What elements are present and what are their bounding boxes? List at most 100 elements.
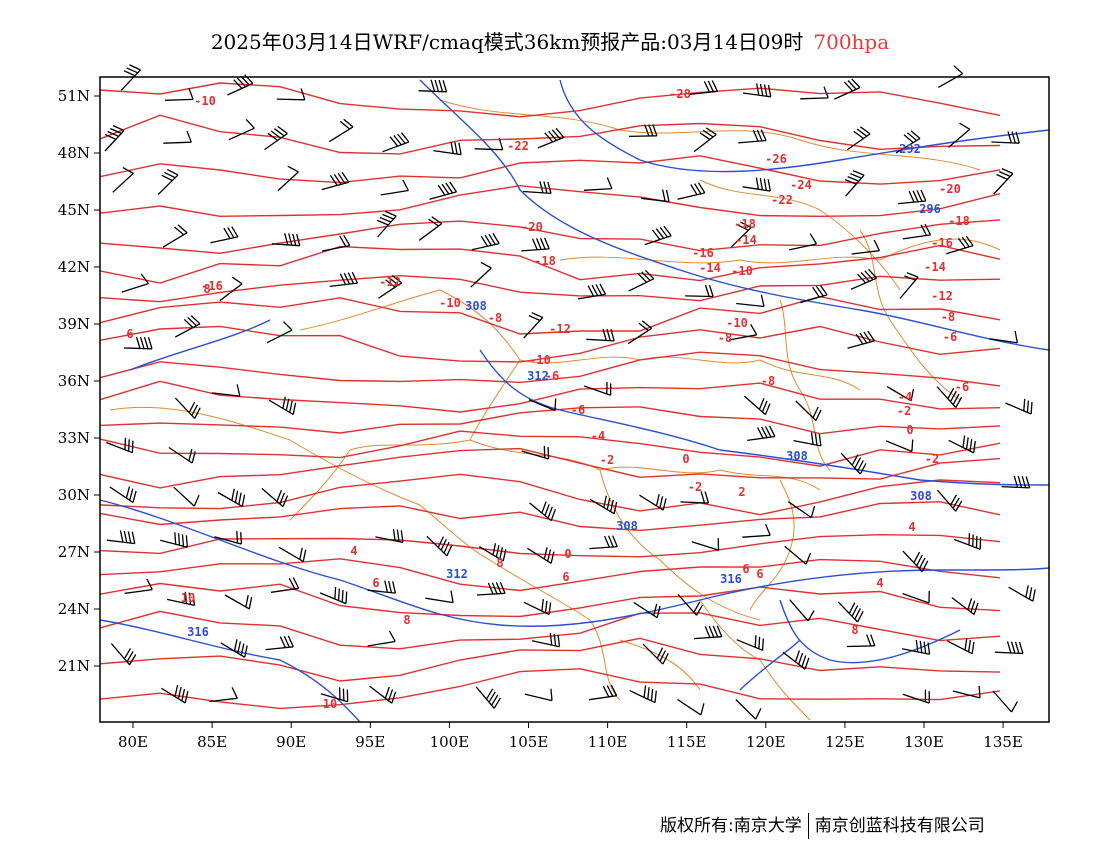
temperature-label: 0	[906, 423, 913, 437]
wind-barb	[628, 124, 658, 138]
boundary-line	[559, 238, 1001, 264]
wind-barb	[951, 597, 979, 616]
temperature-label: -8	[488, 311, 502, 325]
wind-barb	[524, 688, 553, 702]
wind-barb	[946, 235, 974, 255]
wind-barb	[895, 130, 921, 154]
temperature-label: 8	[496, 556, 503, 570]
temperature-label: 4	[876, 576, 883, 590]
wind-barb	[993, 168, 1014, 195]
wind-barb	[433, 141, 462, 156]
wind-barb	[123, 336, 153, 350]
wind-barb	[276, 88, 306, 101]
height-contour	[99, 619, 361, 723]
wind-barb	[471, 233, 500, 251]
wind-barb	[742, 523, 771, 538]
wind-barb	[642, 643, 669, 665]
wind-barb	[837, 601, 864, 623]
copyright-text: 版权所有:南京大学	[660, 816, 802, 836]
temperature-label: -22	[771, 193, 793, 207]
wind-barb	[991, 131, 1020, 144]
wind-barb	[788, 233, 818, 251]
lon-tick-label: 80E	[118, 733, 148, 751]
wind-barb	[847, 330, 876, 349]
lon-tick-label: 90E	[276, 733, 306, 751]
temperature-label: 6	[756, 567, 763, 581]
temperature-contour	[99, 295, 1001, 335]
temperature-label: -18	[948, 214, 970, 228]
wind-barb	[320, 687, 349, 703]
lat-tick-label: 51N	[58, 87, 90, 105]
wind-barb	[736, 635, 764, 651]
height-label: 308	[616, 519, 638, 533]
lat-tick-label: 30N	[58, 486, 90, 504]
wind-barb	[736, 294, 765, 308]
lon-tick-label: 85E	[197, 733, 227, 751]
wind-barb	[328, 118, 354, 143]
wind-barb	[264, 125, 288, 151]
wind-barb	[378, 274, 403, 299]
wind-barb	[531, 633, 561, 648]
wind-barb	[112, 167, 134, 193]
title-level: 700hpa	[813, 30, 890, 54]
wind-barb	[747, 425, 776, 442]
wind-barb	[902, 223, 932, 240]
temperature-label: -18	[734, 217, 756, 231]
temperature-contour	[99, 380, 1001, 413]
temperature-label: 6	[126, 327, 133, 341]
wind-barb	[902, 590, 930, 604]
temperature-contour-layer	[99, 82, 1001, 710]
wind-barb	[476, 581, 506, 596]
temperature-contour	[99, 82, 1001, 118]
temperature-contour	[99, 219, 1001, 255]
wind-barb	[278, 546, 307, 563]
lat-tick-label: 42N	[58, 258, 90, 276]
lat-tick-label: 48N	[58, 144, 90, 162]
wind-barb	[628, 269, 655, 292]
wind-barb	[793, 432, 822, 447]
wind-barb	[163, 130, 192, 144]
wind-barb	[992, 690, 1018, 713]
temperature-label: 0	[564, 547, 571, 561]
wind-barb	[800, 284, 828, 304]
wind-barb	[677, 698, 705, 716]
wind-barb	[367, 630, 396, 647]
height-label: 292	[899, 142, 921, 156]
wind-barb	[728, 323, 758, 341]
wind-barb	[367, 580, 397, 594]
temperature-label: 6	[372, 576, 379, 590]
wind-barb	[693, 127, 717, 153]
lat-tick-label: 39N	[58, 315, 90, 333]
wind-barb	[947, 638, 975, 655]
wind-barb	[375, 528, 404, 543]
temperature-label: -10	[726, 316, 748, 330]
wind-barb	[994, 641, 1024, 655]
wind-barb	[174, 315, 201, 338]
wind-barb	[322, 234, 351, 252]
wind-barb	[173, 486, 200, 507]
wind-barb	[685, 284, 714, 298]
lon-tick-label: 130E	[904, 733, 944, 751]
wind-barb	[735, 699, 762, 720]
footer-divider	[807, 813, 809, 839]
wind-barb	[271, 233, 301, 247]
wind-barb	[948, 122, 971, 148]
wind-barb	[220, 639, 248, 658]
wind-barb	[418, 79, 448, 93]
wind-barb	[691, 538, 720, 551]
wind-barb	[162, 224, 188, 248]
wind-barb	[209, 687, 238, 703]
temperature-label: 4	[908, 520, 915, 534]
wind-barb	[846, 634, 876, 648]
wind-barb	[382, 132, 410, 153]
wind-barb	[214, 531, 243, 545]
wind-barb	[1005, 398, 1033, 415]
wind-barb	[586, 328, 615, 342]
height-contour	[129, 319, 271, 371]
wind-barb	[1008, 585, 1036, 602]
wind-barb	[470, 261, 492, 288]
height-label: 308	[786, 449, 808, 463]
wind-barb	[641, 189, 670, 203]
wind-barb	[795, 400, 822, 422]
